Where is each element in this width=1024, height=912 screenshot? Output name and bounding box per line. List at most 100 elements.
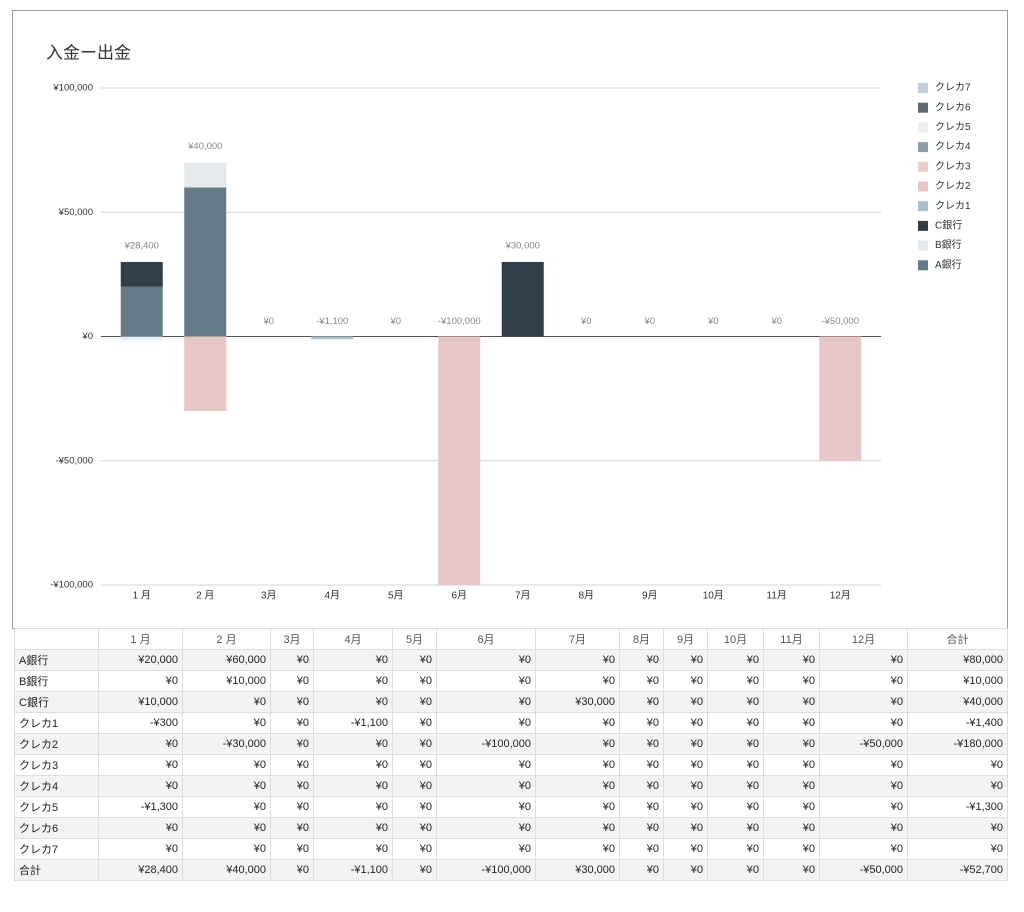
table-cell: ¥0 [763,796,820,818]
table-cell: ¥0 [313,691,393,713]
table-cell: ¥0 [763,670,820,692]
table-cell: -¥1,100 [313,712,393,734]
table-cell: ¥0 [392,754,437,776]
table-cell: ¥0 [535,649,620,671]
row-label: B銀行 [14,670,99,692]
table-cell: ¥0 [182,838,271,860]
table-cell: ¥0 [707,775,764,797]
table-cell: ¥0 [763,838,820,860]
legend-swatch [918,102,928,113]
table-cell: ¥0 [663,775,708,797]
table-row: A銀行 ¥20,000 ¥60,000 ¥0 ¥0 ¥0 ¥0 ¥0 ¥0 ¥0 ¥0 ¥0 ¥0 ¥80… [14,649,1008,671]
table-cell: -¥1,400 [907,712,1008,734]
table-cell: ¥0 [392,796,437,818]
table-cell: ¥0 [907,817,1008,839]
table-cell: ¥0 [763,712,820,734]
bar-segment [120,336,163,338]
total-label: ¥28,400 [124,240,159,251]
table-cell: ¥0 [182,796,271,818]
x-tick-label: 5月 [388,590,404,602]
table-cell: -¥1,300 [907,796,1008,818]
table-cell: ¥10,000 [182,670,271,692]
x-tick-label: 3月 [261,590,277,602]
total-label: ¥0 [707,316,719,327]
legend-swatch [918,161,928,172]
column-header: 4月 [313,628,393,650]
x-tick-label: 2 月 [196,590,214,602]
table-cell: ¥80,000 [907,649,1008,671]
table-row: クレカ7 ¥0 ¥0 ¥0 ¥0 ¥0 ¥0 ¥0 ¥0 ¥0 ¥0 ¥0 ¥0 ¥0 [14,838,1008,860]
total-label: ¥0 [262,316,274,327]
table-cell: ¥0 [763,817,820,839]
column-header: 8月 [619,628,664,650]
table-cell: ¥0 [663,649,708,671]
bar-segment [311,336,354,340]
table-cell: -¥300 [98,712,183,734]
bar-segment [184,187,227,337]
y-tick-label: ¥100,000 [52,83,93,94]
legend-swatch [918,201,928,212]
table-cell: ¥0 [707,754,764,776]
table-cell: ¥0 [436,796,536,818]
total-label: ¥30,000 [505,240,540,251]
table-cell: ¥0 [392,691,437,713]
column-header: 6月 [436,628,536,650]
x-tick-label: 12月 [830,590,851,602]
table-cell: ¥10,000 [98,691,183,713]
table-cell: -¥100,000 [436,733,536,755]
legend-swatch [918,181,928,192]
row-label: クレカ6 [14,817,99,839]
table-cell: ¥0 [907,775,1008,797]
table-cell: ¥0 [619,796,664,818]
table-cell: ¥0 [763,859,820,881]
column-header: 1 月 [98,628,183,650]
table-cell: ¥0 [313,754,393,776]
table-cell: ¥0 [619,838,664,860]
table-row: クレカ5 -¥1,300 ¥0 ¥0 ¥0 ¥0 ¥0 ¥0 ¥0 ¥0 ¥0 ¥0 ¥0 -¥1,300 [14,796,1008,818]
legend-swatch [918,260,928,271]
row-label: A銀行 [14,649,99,671]
table-cell: ¥0 [619,733,664,755]
table-cell: ¥0 [313,817,393,839]
bar-segment [120,337,163,341]
table-cell: ¥0 [392,670,437,692]
table-cell: ¥30,000 [535,859,620,881]
column-header: 9月 [663,628,708,650]
bar-segment [438,336,481,585]
table-cell: ¥0 [663,796,708,818]
table-cell: ¥0 [707,733,764,755]
row-label: クレカ4 [14,775,99,797]
legend-swatch [918,122,928,133]
legend-label: C銀行 [935,219,962,232]
table-cell: ¥0 [436,754,536,776]
table-row: クレカ3 ¥0 ¥0 ¥0 ¥0 ¥0 ¥0 ¥0 ¥0 ¥0 ¥0 ¥0 ¥0 ¥0 [14,754,1008,776]
x-tick-label: 11月 [767,590,787,602]
column-header: 合計 [907,628,1008,650]
bar-segment [120,286,163,337]
table-cell: -¥1,100 [313,859,393,881]
table-cell: -¥50,000 [819,859,908,881]
table-cell: ¥0 [535,670,620,692]
table-cell: ¥0 [663,733,708,755]
table-cell: ¥0 [436,838,536,860]
table-cell: ¥0 [535,775,620,797]
row-label: クレカ3 [14,754,99,776]
table-cell: ¥0 [436,775,536,797]
table-cell: ¥0 [182,712,271,734]
total-label: -¥1,100 [316,316,348,327]
table-cell: ¥0 [819,649,908,671]
bar-segment [501,261,544,337]
table-cell: ¥0 [270,775,314,797]
table-cell: ¥0 [707,712,764,734]
table-cell: ¥0 [270,838,314,860]
table-cell: ¥0 [270,796,314,818]
table-cell: ¥0 [663,817,708,839]
table-cell: ¥0 [819,670,908,692]
table-cell: ¥0 [819,691,908,713]
total-label: ¥0 [643,316,655,327]
table-row: B銀行 ¥0 ¥10,000 ¥0 ¥0 ¥0 ¥0 ¥0 ¥0 ¥0 ¥0 ¥0 ¥0 ¥10,000 [14,670,1008,692]
legend-label: クレカ4 [935,141,971,153]
table-cell: ¥0 [819,712,908,734]
table-cell: ¥28,400 [98,859,183,881]
